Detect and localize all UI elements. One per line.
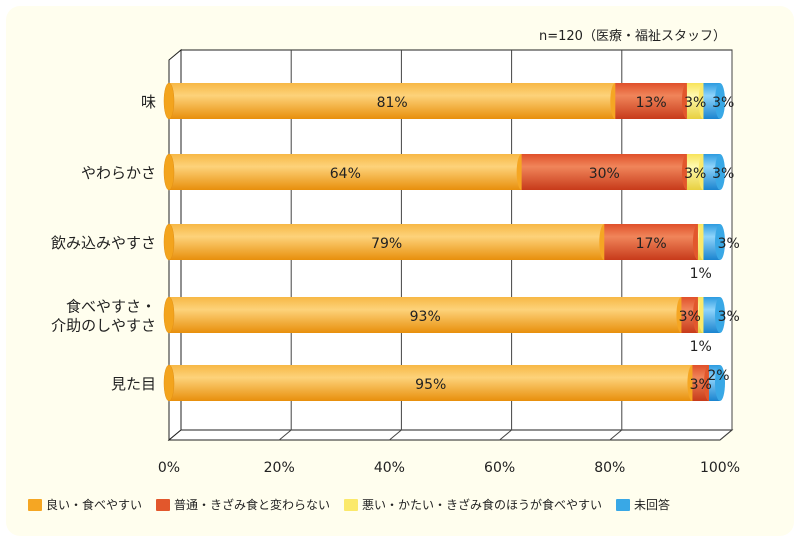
legend: 良い・食べやすい 普通・きざみ食と変わらない 悪い・かたい・きざみ食のほうが食べやす…: [28, 496, 684, 513]
data-label: 30%: [589, 166, 620, 182]
x-tick-label: 0%: [158, 460, 180, 476]
data-label: 1%: [690, 339, 712, 355]
gridline-floor: [278, 429, 292, 441]
legend-swatch: [28, 498, 42, 511]
bar-start-cap: [163, 223, 175, 261]
bar-segment: [521, 154, 687, 190]
data-label: 3%: [684, 166, 706, 182]
legend-item: 悪い・かたい・きざみ食のほうが食べやすい: [344, 496, 602, 513]
x-tick-label: 80%: [594, 460, 625, 476]
legend-label: 未回答: [634, 498, 671, 512]
data-label: 81%: [377, 95, 408, 111]
bar-segment-cap: [715, 83, 725, 119]
category-label: 見た目: [111, 375, 156, 393]
sample-note: n=120（医療・福祉スタッフ）: [539, 29, 726, 44]
bar-start-cap: [163, 296, 175, 334]
gridline-floor: [389, 429, 402, 441]
data-label: 1%: [690, 266, 712, 282]
bar-segment-cap: [715, 224, 725, 260]
x-tick-label: 40%: [374, 460, 405, 476]
bar-start-cap: [163, 364, 175, 402]
data-label: 2%: [707, 368, 729, 384]
category-label: 食べやすさ・介助のしやすさ: [51, 298, 156, 335]
category-label: やわらかさ: [81, 164, 156, 182]
x-tick-label: 60%: [484, 460, 515, 476]
data-label: 3%: [718, 236, 740, 252]
plot-floor: [167, 429, 734, 441]
x-tick-label: 20%: [264, 460, 295, 476]
bar-segment: [169, 297, 682, 333]
data-label: 64%: [330, 166, 361, 182]
legend-label: 普通・きざみ食と変わらない: [174, 498, 331, 512]
gridline-floor: [609, 429, 623, 441]
legend-item: 普通・きざみ食と変わらない: [156, 496, 330, 513]
legend-item: 良い・食べやすい: [28, 496, 142, 513]
legend-label: 良い・食べやすい: [46, 498, 143, 512]
gridline-floor: [719, 429, 733, 441]
data-label: 3%: [712, 166, 734, 182]
bar-start-cap: [163, 82, 175, 120]
data-label: 95%: [415, 377, 446, 393]
legend-item: 未回答: [616, 496, 670, 513]
data-label: 3%: [679, 309, 701, 325]
bar-segment-cap: [715, 297, 725, 333]
category-label: 味: [141, 93, 156, 111]
data-label: 93%: [410, 309, 441, 325]
data-label: 3%: [684, 95, 706, 111]
data-label: 13%: [636, 95, 667, 111]
bar-segment-cap: [715, 154, 725, 190]
bar-segment: [169, 83, 616, 119]
bar-start-cap: [163, 153, 175, 191]
data-label: 79%: [371, 236, 402, 252]
data-label: 3%: [712, 95, 734, 111]
bar-segment-cap: [715, 365, 725, 401]
bar-segment: [169, 154, 522, 190]
data-label: 3%: [718, 309, 740, 325]
legend-label: 悪い・かたい・きざみ食のほうが食べやすい: [362, 498, 603, 512]
legend-swatch: [156, 498, 171, 511]
data-label: 3%: [690, 377, 712, 393]
bar-segment: [708, 365, 720, 401]
data-label: 17%: [636, 236, 667, 252]
x-tick-label: 100%: [700, 460, 740, 476]
bar-segment: [604, 224, 698, 260]
bar-segment: [615, 83, 687, 119]
legend-swatch: [344, 498, 359, 511]
legend-swatch: [616, 498, 631, 511]
bar-segment: [169, 224, 605, 260]
bar-segment: [169, 365, 693, 401]
gridline-floor: [499, 429, 512, 441]
category-label: 飲み込みやすさ: [51, 234, 156, 252]
